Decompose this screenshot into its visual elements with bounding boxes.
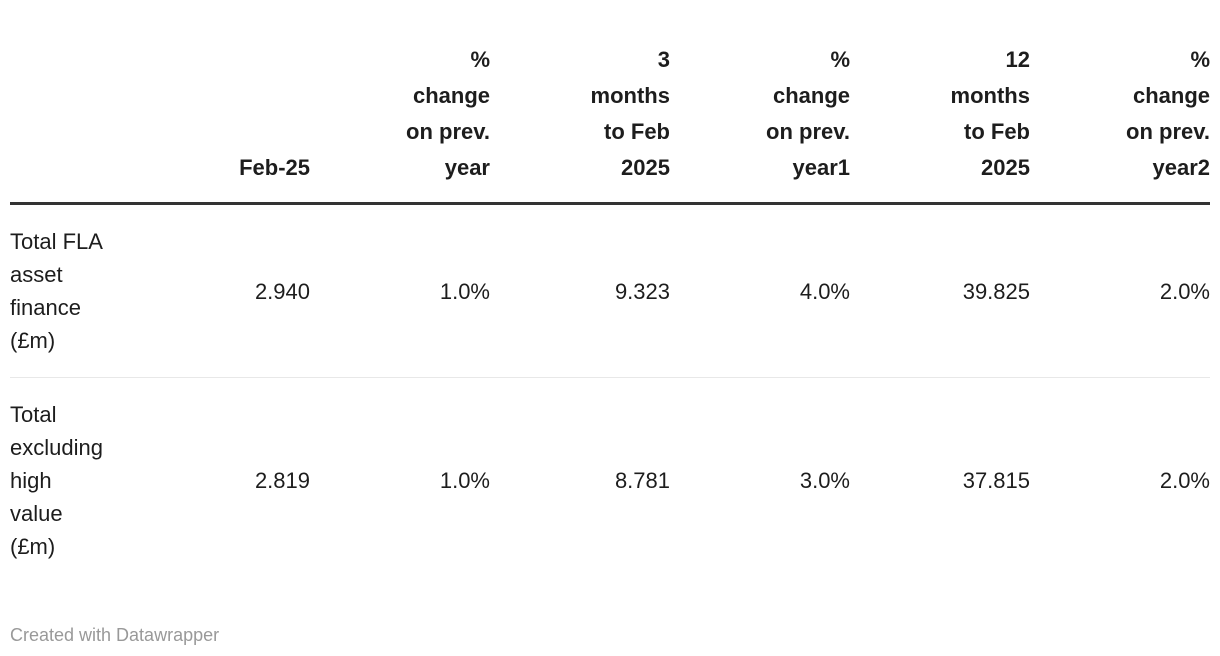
- fla-asset-finance-table: Feb-25 % change on prev. year 3 months t…: [10, 42, 1210, 583]
- column-header-pct-change-prev-year: % change on prev. year: [310, 42, 490, 205]
- table-cell: 2.0%: [1159, 278, 1210, 304]
- column-header-12-months-to-feb-2025: 12 months to Feb 2025: [850, 42, 1030, 205]
- datawrapper-attribution-link[interactable]: Created with Datawrapper: [10, 625, 220, 645]
- table-cell: 4.0%: [799, 278, 850, 304]
- column-header-spacer: [10, 42, 130, 205]
- table-cell: 2.0%: [1159, 468, 1210, 493]
- table-row-total-fla-asset-finance: Total FLA asset finance (£m) 2.940 1.0% …: [10, 204, 1210, 378]
- table-cell: 39.825: [962, 278, 1030, 304]
- column-header-3-months-to-feb-2025: 3 months to Feb 2025: [490, 42, 670, 205]
- column-header-pct-change-prev-year1: % change on prev. year1: [670, 42, 850, 205]
- row-header: Total FLA asset finance (£m): [10, 229, 103, 353]
- table-row-total-excluding-high-value: Total excluding high value (£m) 2.819 1.…: [10, 378, 1210, 584]
- table-cell: 1.0%: [439, 278, 490, 304]
- attribution-footer: Created with Datawrapper: [10, 623, 1210, 647]
- row-header: Total excluding high value (£m): [10, 402, 103, 559]
- table-cell: 8.781: [614, 468, 670, 493]
- table-cell: 1.0%: [439, 468, 490, 493]
- table-cell: 9.323: [614, 278, 670, 304]
- header-row: Feb-25 % change on prev. year 3 months t…: [10, 42, 1210, 205]
- table-cell: 37.815: [962, 468, 1030, 493]
- table-cell: 3.0%: [799, 468, 850, 493]
- column-header-feb-25: Feb-25: [130, 42, 310, 205]
- table-cell: 2.940: [254, 278, 310, 304]
- column-header-pct-change-prev-year2: % change on prev. year2: [1030, 42, 1210, 205]
- table-cell: 2.819: [254, 468, 310, 493]
